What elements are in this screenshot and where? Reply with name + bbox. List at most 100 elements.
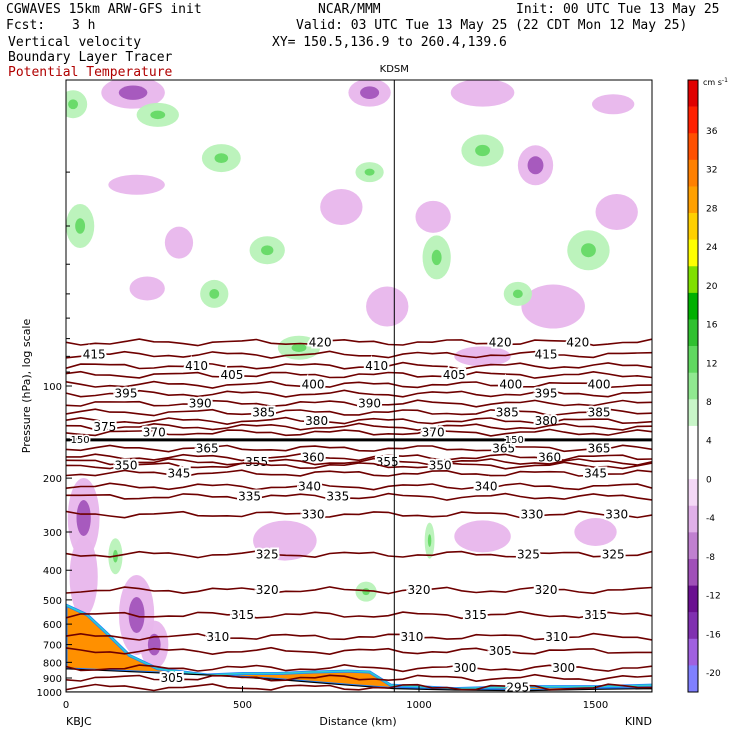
downdraft-core bbox=[118, 85, 148, 100]
tropopause-label: 150 bbox=[71, 435, 90, 446]
theta-contour-label: 405 bbox=[443, 368, 466, 382]
tropopause-label: 150 bbox=[505, 435, 524, 446]
theta-contour-420 bbox=[66, 338, 652, 347]
colorbar: -20 -16 -12 -8 -4 0 4 8 12 16 20 24 28 32 36 bbox=[687, 79, 721, 693]
theta-contour-310 bbox=[66, 632, 652, 641]
right-station-label: KIND bbox=[625, 715, 652, 728]
downdraft-region bbox=[450, 80, 515, 107]
boundary-layer-edge bbox=[66, 604, 652, 690]
colorbar-swatch bbox=[688, 399, 698, 427]
theta-contour-label: 395 bbox=[115, 387, 138, 401]
theta-contour-label: 305 bbox=[489, 644, 512, 658]
theta-contour-label: 390 bbox=[189, 396, 212, 410]
colorbar-tick-label: 8 bbox=[706, 398, 712, 408]
theta-contour-label: 300 bbox=[552, 661, 575, 675]
theta-contour-410 bbox=[66, 361, 652, 371]
theta-contour-label: 325 bbox=[256, 547, 279, 561]
colorbar-tick-label: 0 bbox=[706, 475, 712, 485]
y-tick-label: 100 bbox=[43, 382, 62, 393]
theta-contour-340 bbox=[66, 482, 652, 491]
updraft-core bbox=[475, 144, 490, 157]
x-tick-label: 1000 bbox=[406, 700, 431, 711]
colorbar-swatch bbox=[688, 266, 698, 294]
downdraft-region bbox=[366, 286, 409, 327]
theta-contour-370 bbox=[66, 428, 652, 437]
theta-contour-label: 415 bbox=[535, 348, 558, 362]
y-tick-label: 500 bbox=[43, 596, 62, 607]
theta-contour-label: 320 bbox=[256, 583, 279, 597]
theta-contour-label: 365 bbox=[588, 441, 611, 455]
theta-contour-label: 310 bbox=[545, 630, 568, 644]
colorbar-swatch bbox=[688, 452, 698, 480]
theta-contour-label: 310 bbox=[400, 630, 423, 644]
colorbar-tick-label: -20 bbox=[706, 669, 721, 679]
colorbar-swatch bbox=[688, 80, 698, 107]
downdraft-region bbox=[69, 536, 98, 617]
theta-contour-label: 330 bbox=[605, 508, 628, 522]
colorbar-tick-label: -12 bbox=[706, 592, 721, 602]
y-tick-label: 200 bbox=[43, 474, 62, 485]
theta-contour-label: 315 bbox=[584, 608, 607, 622]
theta-contour-label: 370 bbox=[143, 426, 166, 440]
colorbar-swatch bbox=[688, 213, 698, 240]
theta-contour-label: 315 bbox=[231, 608, 254, 622]
colorbar-swatch bbox=[688, 665, 698, 693]
colorbar-tick-label: -16 bbox=[706, 630, 721, 640]
updraft-core bbox=[209, 288, 220, 299]
colorbar-swatch bbox=[688, 159, 698, 187]
theta-contour-label: 305 bbox=[160, 671, 183, 685]
theta-contour-345 bbox=[66, 469, 652, 478]
updraft-core bbox=[75, 218, 86, 234]
downdraft-region bbox=[591, 94, 635, 115]
theta-contour-label: 340 bbox=[298, 479, 321, 493]
colorbar-swatch bbox=[688, 346, 698, 373]
y-tick-label: 400 bbox=[43, 566, 62, 577]
updraft-core bbox=[362, 588, 370, 596]
theta-contour-label: 300 bbox=[453, 661, 476, 675]
theta-contour-label: 345 bbox=[584, 466, 607, 480]
left-station-label: KBJC bbox=[66, 715, 92, 728]
theta-contour-305 bbox=[66, 673, 652, 683]
x-axis-label: Distance (km) bbox=[319, 715, 396, 728]
updraft-core bbox=[261, 245, 274, 256]
init-time: Init: 00 UTC Tue 13 May 25 bbox=[516, 2, 720, 17]
colorbar-swatch bbox=[688, 612, 698, 640]
downdraft-region bbox=[521, 284, 585, 329]
forecast-label: Fcst: bbox=[6, 18, 46, 33]
colorbar-tick-label: -4 bbox=[706, 514, 715, 524]
colorbar-tick-label: 4 bbox=[706, 437, 712, 447]
updraft-core bbox=[68, 99, 79, 110]
downdraft-region bbox=[415, 200, 451, 233]
theta-contour-label: 395 bbox=[535, 387, 558, 401]
downdraft-core bbox=[527, 156, 544, 175]
updraft-core bbox=[431, 249, 442, 266]
downdraft-region bbox=[454, 520, 511, 553]
colorbar-tick-label: 20 bbox=[706, 282, 718, 292]
x-tick-label: 500 bbox=[233, 700, 252, 711]
colorbar-tick-label: 16 bbox=[706, 321, 718, 331]
colorbar-swatch bbox=[688, 558, 698, 586]
theta-contour-label: 330 bbox=[302, 508, 325, 522]
updraft-core bbox=[581, 243, 596, 258]
org-label: NCAR/MMM bbox=[318, 2, 381, 17]
downdraft-region bbox=[108, 174, 165, 195]
theta-contour-label: 385 bbox=[496, 405, 519, 419]
x-tick-label: 1500 bbox=[583, 700, 608, 711]
colorbar-tick-label: 24 bbox=[706, 243, 718, 253]
colorbar-swatch bbox=[688, 319, 698, 347]
theta-contour-390 bbox=[66, 399, 652, 408]
theta-contour-label: 335 bbox=[238, 490, 261, 504]
y-tick-label: 900 bbox=[43, 674, 62, 685]
theta-contour-label: 385 bbox=[588, 405, 611, 419]
theta-contour-label: 335 bbox=[326, 490, 349, 504]
y-tick-label: 300 bbox=[43, 528, 62, 539]
theta-contour-label: 400 bbox=[499, 378, 522, 392]
theta-contour-label: 420 bbox=[489, 335, 512, 349]
theta-contour-label: 350 bbox=[115, 459, 138, 473]
colorbar-tick-label: 32 bbox=[706, 166, 717, 176]
y-tick-label: 800 bbox=[43, 658, 62, 669]
colorbar-swatch bbox=[688, 638, 698, 666]
theta-contour-295 bbox=[66, 683, 652, 692]
colorbar-tick-label: 12 bbox=[706, 359, 717, 369]
